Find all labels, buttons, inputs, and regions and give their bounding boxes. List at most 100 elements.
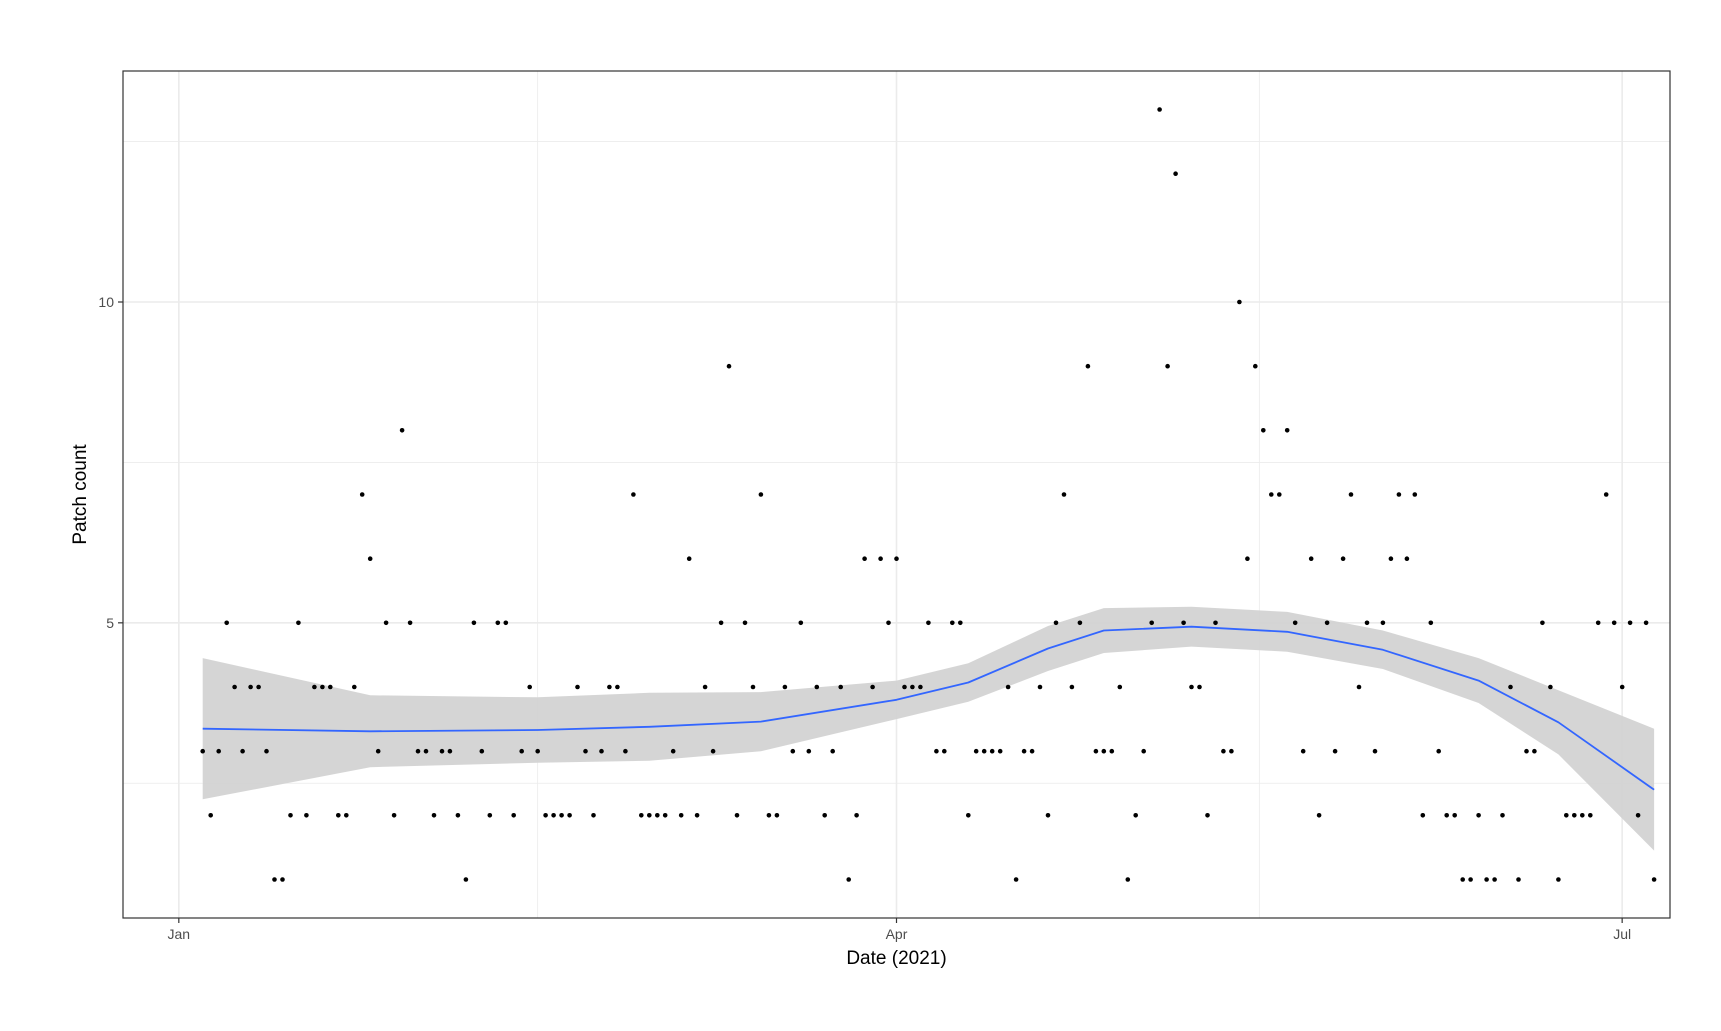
data-point — [1396, 492, 1402, 497]
data-point — [1149, 620, 1154, 626]
data-point — [1580, 813, 1585, 818]
data-point — [1380, 620, 1386, 626]
data-point — [1077, 620, 1083, 626]
data-point — [1181, 620, 1186, 626]
data-point — [240, 748, 245, 754]
data-point — [1572, 813, 1577, 818]
data-point — [288, 813, 293, 818]
confidence-band — [202, 606, 1655, 851]
data-point — [1069, 684, 1075, 690]
data-point — [1460, 877, 1465, 882]
data-point — [782, 684, 788, 690]
data-point — [591, 813, 596, 818]
data-point — [1388, 556, 1394, 561]
data-point — [264, 748, 269, 754]
x-tick-label: Apr — [886, 926, 908, 942]
data-point — [623, 748, 628, 754]
data-point — [1221, 748, 1226, 754]
data-point — [1021, 748, 1027, 754]
data-point — [320, 684, 325, 690]
data-point — [407, 620, 413, 626]
data-point — [559, 813, 564, 818]
data-point — [1165, 363, 1170, 369]
data-point — [973, 748, 979, 754]
data-point — [878, 556, 883, 561]
data-point — [1420, 813, 1426, 818]
data-point — [344, 813, 349, 818]
data-point — [511, 813, 516, 818]
data-point — [375, 748, 381, 754]
data-point — [1540, 620, 1545, 626]
data-point — [1619, 684, 1625, 690]
data-point — [431, 813, 437, 818]
data-point — [1340, 556, 1346, 561]
data-point — [1356, 684, 1362, 690]
data-point — [455, 813, 461, 818]
data-point — [1308, 556, 1314, 561]
data-point — [1412, 492, 1418, 497]
data-point — [1444, 813, 1449, 818]
data-point — [1484, 877, 1489, 882]
data-point — [814, 684, 820, 690]
data-point — [1468, 877, 1473, 882]
data-point — [575, 684, 580, 690]
data-point — [854, 813, 859, 818]
data-point — [1253, 363, 1258, 369]
data-point — [830, 748, 835, 754]
data-point — [1109, 748, 1115, 754]
data-point — [806, 748, 812, 754]
data-point — [1141, 748, 1146, 754]
data-point — [1332, 748, 1338, 754]
data-point — [1428, 620, 1434, 626]
data-point — [1524, 748, 1529, 754]
data-point — [1348, 492, 1354, 497]
data-point — [1404, 556, 1410, 561]
data-point — [463, 877, 469, 882]
data-point — [966, 813, 971, 818]
smooth-trend-line — [202, 625, 1655, 791]
data-point — [503, 620, 509, 626]
data-point — [527, 684, 532, 690]
data-point — [232, 684, 237, 690]
data-point — [1061, 492, 1067, 497]
data-point — [838, 684, 843, 690]
data-point — [910, 684, 915, 690]
data-point — [312, 684, 317, 690]
data-point — [336, 813, 341, 818]
data-point — [543, 813, 548, 818]
data-points — [200, 107, 1657, 882]
data-point — [471, 620, 477, 626]
confidence-band-area — [202, 606, 1655, 851]
x-tick-label: Jul — [1613, 926, 1631, 942]
data-point — [1284, 428, 1290, 433]
data-point — [1133, 813, 1138, 818]
y-tick-label: 10 — [98, 294, 114, 310]
data-point — [894, 556, 899, 561]
x-tick-label: Jan — [168, 926, 191, 942]
data-point — [352, 684, 357, 690]
data-point — [1125, 877, 1131, 882]
data-point — [1037, 684, 1043, 690]
data-point — [383, 620, 389, 626]
data-point — [647, 813, 652, 818]
data-point — [822, 813, 827, 818]
data-point — [639, 813, 644, 818]
data-point — [1197, 684, 1202, 690]
data-point — [631, 492, 636, 497]
data-point — [862, 556, 867, 561]
data-point — [870, 684, 875, 690]
y-tick-label: 5 — [106, 615, 114, 631]
data-point — [958, 620, 963, 626]
data-point — [997, 748, 1003, 754]
data-point — [1300, 748, 1306, 754]
data-point — [1556, 877, 1561, 882]
data-point — [359, 492, 365, 497]
data-point — [1013, 877, 1019, 882]
data-point — [535, 748, 540, 754]
data-point — [1651, 877, 1657, 882]
data-point — [208, 813, 213, 818]
data-point — [248, 684, 253, 690]
data-point — [415, 748, 421, 754]
